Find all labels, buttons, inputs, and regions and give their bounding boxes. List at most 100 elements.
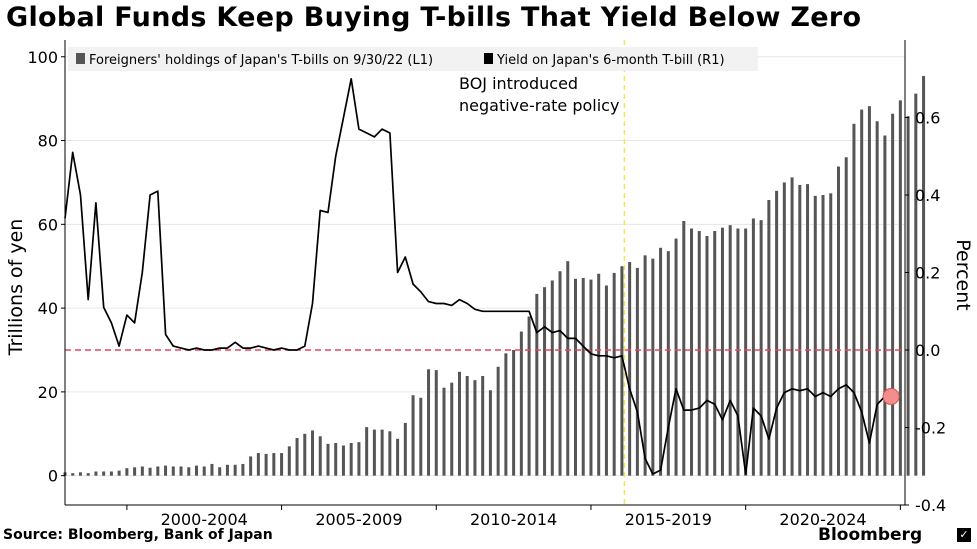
holdings-bar-74 [635, 267, 639, 476]
holdings-bar-76 [651, 258, 655, 476]
left-tick-label-2: 40 [38, 299, 58, 318]
holdings-bar-67 [581, 277, 585, 476]
holdings-bar-16 [187, 467, 191, 476]
holdings-bar-73 [628, 262, 632, 476]
holdings-bar-37 [349, 443, 353, 476]
x-tick-label-0: 2000-2004 [161, 510, 248, 529]
holdings-bar-5 [102, 471, 106, 476]
holdings-bar-17 [194, 465, 198, 476]
holdings-bar-101 [844, 157, 848, 476]
holdings-bar-50 [450, 382, 454, 476]
holdings-bar-13 [164, 465, 168, 476]
source-note: Source: Bloomberg, Bank of Japan [3, 527, 273, 543]
annotation-line-1: BOJ introduced [459, 74, 578, 93]
annotation-line-2: negative-rate policy [459, 96, 619, 115]
holdings-bar-77 [659, 247, 663, 476]
right-axis-title: Percent [952, 239, 974, 311]
left-tick-label-3: 60 [38, 215, 58, 234]
holdings-bars [63, 76, 926, 476]
holdings-bar-109 [906, 116, 910, 476]
holdings-bar-85 [720, 227, 724, 476]
holdings-bar-103 [860, 109, 864, 476]
holdings-bar-54 [481, 375, 485, 476]
holdings-bar-55 [488, 390, 492, 476]
right-tick-label-5: 0.6 [915, 109, 940, 128]
holdings-bar-15 [179, 466, 183, 476]
right-tick-label-2: 0.0 [915, 341, 940, 360]
holdings-bar-38 [357, 442, 361, 476]
holdings-bar-19 [210, 463, 214, 476]
holdings-bar-31 [303, 433, 307, 476]
holdings-bar-102 [852, 123, 856, 476]
holdings-bar-66 [573, 278, 577, 476]
holdings-bar-6 [109, 471, 113, 476]
holdings-bar-87 [736, 228, 740, 476]
legend-holdings-label: Foreigners' holdings of Japan's T-bills … [89, 53, 433, 68]
holdings-bar-30 [295, 437, 299, 476]
holdings-bar-22 [233, 464, 237, 476]
holdings-bar-78 [666, 251, 670, 476]
chart-title: Global Funds Keep Buying T-bills That Yi… [6, 2, 862, 33]
latest-yield-marker [882, 388, 900, 405]
axes [61, 40, 909, 510]
holdings-bar-52 [465, 375, 469, 476]
holdings-bar-46 [419, 397, 423, 476]
holdings-bar-107 [891, 113, 895, 476]
left-tick-label-4: 80 [38, 132, 58, 151]
holdings-bar-72 [620, 266, 624, 476]
holdings-bar-23 [241, 463, 245, 476]
left-tick-label-5: 100 [27, 48, 58, 67]
holdings-bar-70 [604, 285, 608, 476]
holdings-bar-75 [643, 255, 647, 476]
holdings-bar-9 [133, 467, 137, 476]
left-tick-label-1: 20 [38, 383, 58, 402]
holdings-bar-60 [527, 316, 531, 476]
holdings-bar-34 [326, 443, 330, 476]
holdings-bar-12 [156, 466, 160, 476]
holdings-bar-63 [550, 280, 554, 476]
holdings-bar-64 [558, 271, 562, 476]
holdings-bar-93 [782, 182, 786, 476]
holdings-bar-49 [442, 387, 446, 476]
holdings-bar-8 [125, 468, 129, 476]
legend-yield-label: Yield on Japan's 6-month T-bill (R1) [496, 53, 725, 68]
holdings-bar-21 [225, 464, 229, 476]
brand-name: Bloomberg [818, 525, 923, 545]
holdings-bar-69 [597, 273, 601, 476]
holdings-bar-32 [311, 430, 315, 476]
holdings-bar-89 [751, 218, 755, 476]
holdings-bar-43 [396, 438, 400, 476]
holdings-bar-3 [86, 473, 90, 476]
holdings-bar-18 [202, 466, 206, 476]
holdings-bar-81 [690, 228, 694, 476]
holdings-bar-100 [836, 166, 840, 476]
right-tick-label-1: -0.2 [915, 419, 946, 438]
holdings-bar-4 [94, 471, 98, 476]
holdings-bar-27 [272, 453, 276, 476]
holdings-bar-57 [504, 353, 508, 476]
holdings-bar-68 [589, 279, 593, 476]
holdings-bar-14 [171, 466, 175, 476]
holdings-bar-59 [519, 331, 523, 476]
holdings-bar-11 [148, 467, 152, 476]
x-tick-label-3: 2015-2019 [625, 510, 712, 529]
holdings-bar-1 [71, 473, 75, 476]
holdings-bar-39 [365, 427, 369, 476]
holdings-bar-96 [806, 184, 810, 476]
holdings-bar-110 [914, 93, 918, 476]
x-tick-label-2: 2010-2014 [470, 510, 557, 529]
holdings-bar-106 [883, 135, 887, 476]
holdings-bar-94 [790, 177, 794, 476]
holdings-bar-25 [256, 453, 260, 476]
holdings-bar-79 [674, 238, 678, 476]
holdings-bar-111 [922, 76, 926, 476]
holdings-bar-65 [566, 261, 570, 476]
holdings-bar-7 [117, 470, 121, 476]
holdings-bar-2 [78, 472, 82, 476]
holdings-bar-108 [898, 100, 902, 476]
holdings-bar-41 [380, 429, 384, 476]
holdings-bar-53 [473, 380, 477, 476]
holdings-bar-28 [280, 453, 284, 476]
tick-labels: 0 20 40 60 80 100 -0.4 -0.2 0.0 0.2 0.4 0.6 2000-200… [27, 48, 946, 529]
